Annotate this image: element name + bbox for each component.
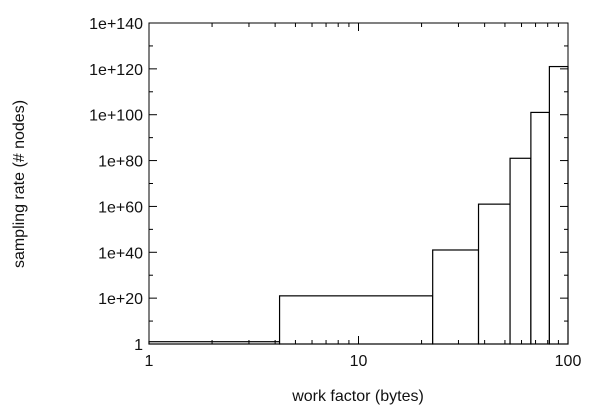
y-tick-label: 1e+80 xyxy=(98,154,143,171)
x-tick-label: 1 xyxy=(145,353,154,370)
bars-group xyxy=(148,65,569,345)
bar-4 xyxy=(477,203,511,345)
bar-5 xyxy=(509,157,532,345)
bar-7 xyxy=(548,65,569,345)
y-tick-label: 1e+60 xyxy=(98,199,143,216)
y-tick-label: 1e+120 xyxy=(89,62,143,79)
x-tick-label: 10 xyxy=(350,353,368,370)
y-tick-label: 1e+40 xyxy=(98,245,143,262)
y-tick-label: 1e+20 xyxy=(98,291,143,308)
y-axis-ticks: 1 1e+20 1e+40 1e+60 1e+80 1e+100 1e+120 1e+140 xyxy=(89,16,568,354)
bar-3 xyxy=(432,249,480,345)
y-axis-label: sampling rate (# nodes) xyxy=(11,100,28,268)
x-axis-ticks: 1 10 100 xyxy=(145,23,582,370)
y-tick-label: 1e+140 xyxy=(89,16,143,33)
bar-2 xyxy=(278,295,434,345)
y-tick-label: 1 xyxy=(134,337,143,354)
bar-6 xyxy=(530,111,550,345)
y-tick-label: 1e+100 xyxy=(89,108,143,125)
x-tick-label: 100 xyxy=(555,353,582,370)
x-axis-label: work factor (bytes) xyxy=(291,388,424,405)
